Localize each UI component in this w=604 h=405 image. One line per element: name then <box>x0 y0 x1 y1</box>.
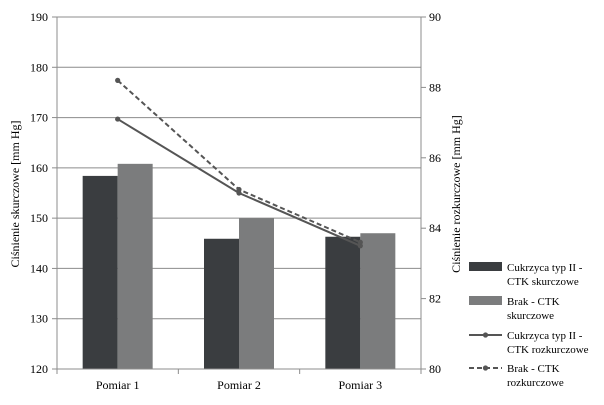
right-axis-title: Ciśnienie rozkurczowe [mm Hg] <box>449 115 463 273</box>
legend-label: Brak - CTK skurczowe <box>507 296 560 322</box>
legend-label: Cukrzyca typ II - CTK rozkurczowe <box>507 330 589 356</box>
axes <box>56 17 422 374</box>
category-label: Pomiar 3 <box>338 378 382 392</box>
category-labels: Pomiar 1 Pomiar 2 Pomiar 3 <box>96 378 382 392</box>
legend-swatch <box>469 262 502 271</box>
bar <box>325 236 361 369</box>
legend-label: Cukrzyca typ II - CTK skurczowe <box>507 262 583 288</box>
y-tick-label: 190 <box>30 10 48 24</box>
y-tick-label: 140 <box>30 261 48 275</box>
y-tick-label: 180 <box>30 60 48 74</box>
data-point <box>357 239 363 245</box>
line-series <box>115 77 363 249</box>
legend-item: Cukrzyca typ II - CTK rozkurczowe <box>469 330 589 356</box>
y-tick-label: 120 <box>30 362 48 376</box>
legend: Cukrzyca typ II - CTK skurczowe Brak - CTK… <box>469 262 589 389</box>
legend-swatch <box>469 296 502 305</box>
legend-item: Brak - CTK rozkurczowe <box>469 363 564 389</box>
legend-label-line: rozkurczowe <box>507 377 564 389</box>
legend-label-line: Cukrzyca typ II - <box>507 262 583 274</box>
legend-label-line: Cukrzyca typ II - <box>507 330 583 342</box>
y2-tick-label: 80 <box>429 362 441 376</box>
y2-tick-label: 86 <box>429 151 441 165</box>
left-axis-ticks: 120 130 140 150 160 170 180 190 <box>30 10 57 376</box>
legend-label-line: Brak - CTK <box>507 363 560 375</box>
legend-label: Brak - CTK rozkurczowe <box>507 363 564 389</box>
y2-tick-label: 90 <box>429 10 441 24</box>
legend-item: Cukrzyca typ II - CTK skurczowe <box>469 262 583 288</box>
y2-tick-label: 84 <box>429 221 441 235</box>
y2-tick-label: 82 <box>429 292 441 306</box>
legend-marker <box>482 332 489 338</box>
data-point <box>115 77 121 83</box>
right-axis-ticks: 80 82 84 86 88 90 <box>421 10 441 376</box>
bar <box>82 175 118 369</box>
category-label: Pomiar 2 <box>217 378 261 392</box>
legend-marker <box>482 365 489 371</box>
category-label: Pomiar 1 <box>96 378 140 392</box>
bar <box>239 218 274 369</box>
bars <box>82 163 396 369</box>
y2-tick-label: 88 <box>429 80 441 94</box>
y-tick-label: 170 <box>30 111 48 125</box>
legend-label-line: CTK skurczowe <box>507 276 579 288</box>
data-point <box>115 116 121 122</box>
y-tick-label: 150 <box>30 211 48 225</box>
legend-label-line: Brak - CTK <box>507 296 560 308</box>
legend-label-line: CTK rozkurczowe <box>507 344 589 356</box>
left-axis-title: Ciśnienie skurczowe [mm Hg] <box>8 121 22 268</box>
bar <box>204 238 239 369</box>
legend-item: Brak - CTK skurczowe <box>469 296 560 322</box>
legend-label-line: skurczowe <box>507 310 554 322</box>
y-tick-label: 130 <box>30 312 48 326</box>
bar <box>360 233 396 369</box>
data-point <box>236 186 242 193</box>
bar <box>117 163 153 369</box>
y-tick-label: 160 <box>30 161 48 175</box>
